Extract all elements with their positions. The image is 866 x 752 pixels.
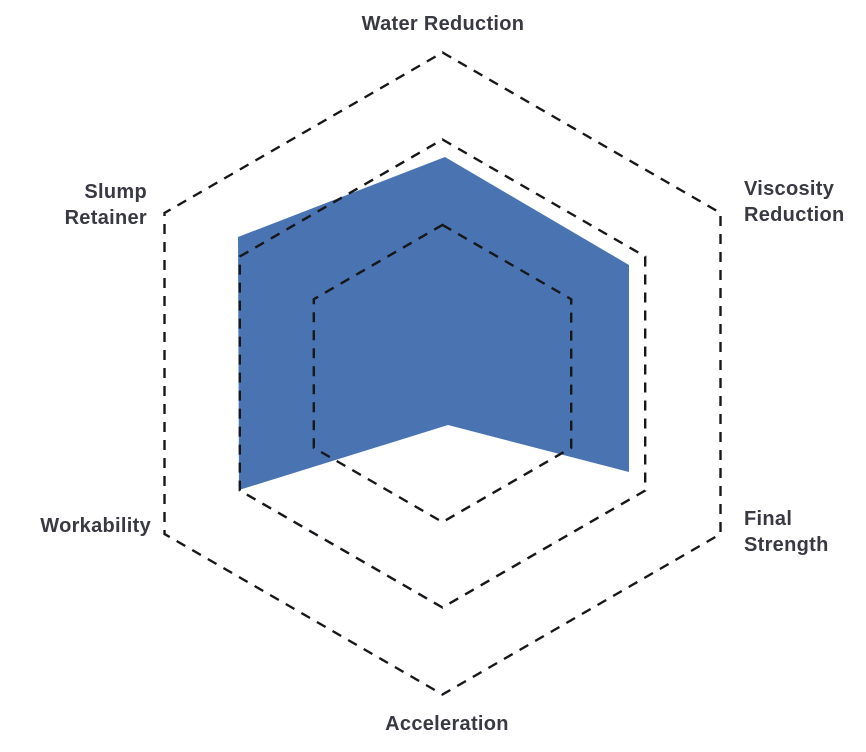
axis-label-workability: Workability [40,515,151,537]
series-polygon [238,157,629,490]
axis-label-water-reduction: Water Reduction [361,13,525,35]
axis-label-slump-retainer: Slump Retainer [64,181,147,230]
axis-label-viscosity-reduction: Viscosity Reduction [744,178,845,227]
axis-label-acceleration: Acceleration [385,713,509,735]
grid-ring-0 [312,223,573,524]
grid-ring-1 [238,138,647,609]
axis-label-final-strength: Final Strength [744,508,829,557]
grid-ring-2 [163,51,722,696]
